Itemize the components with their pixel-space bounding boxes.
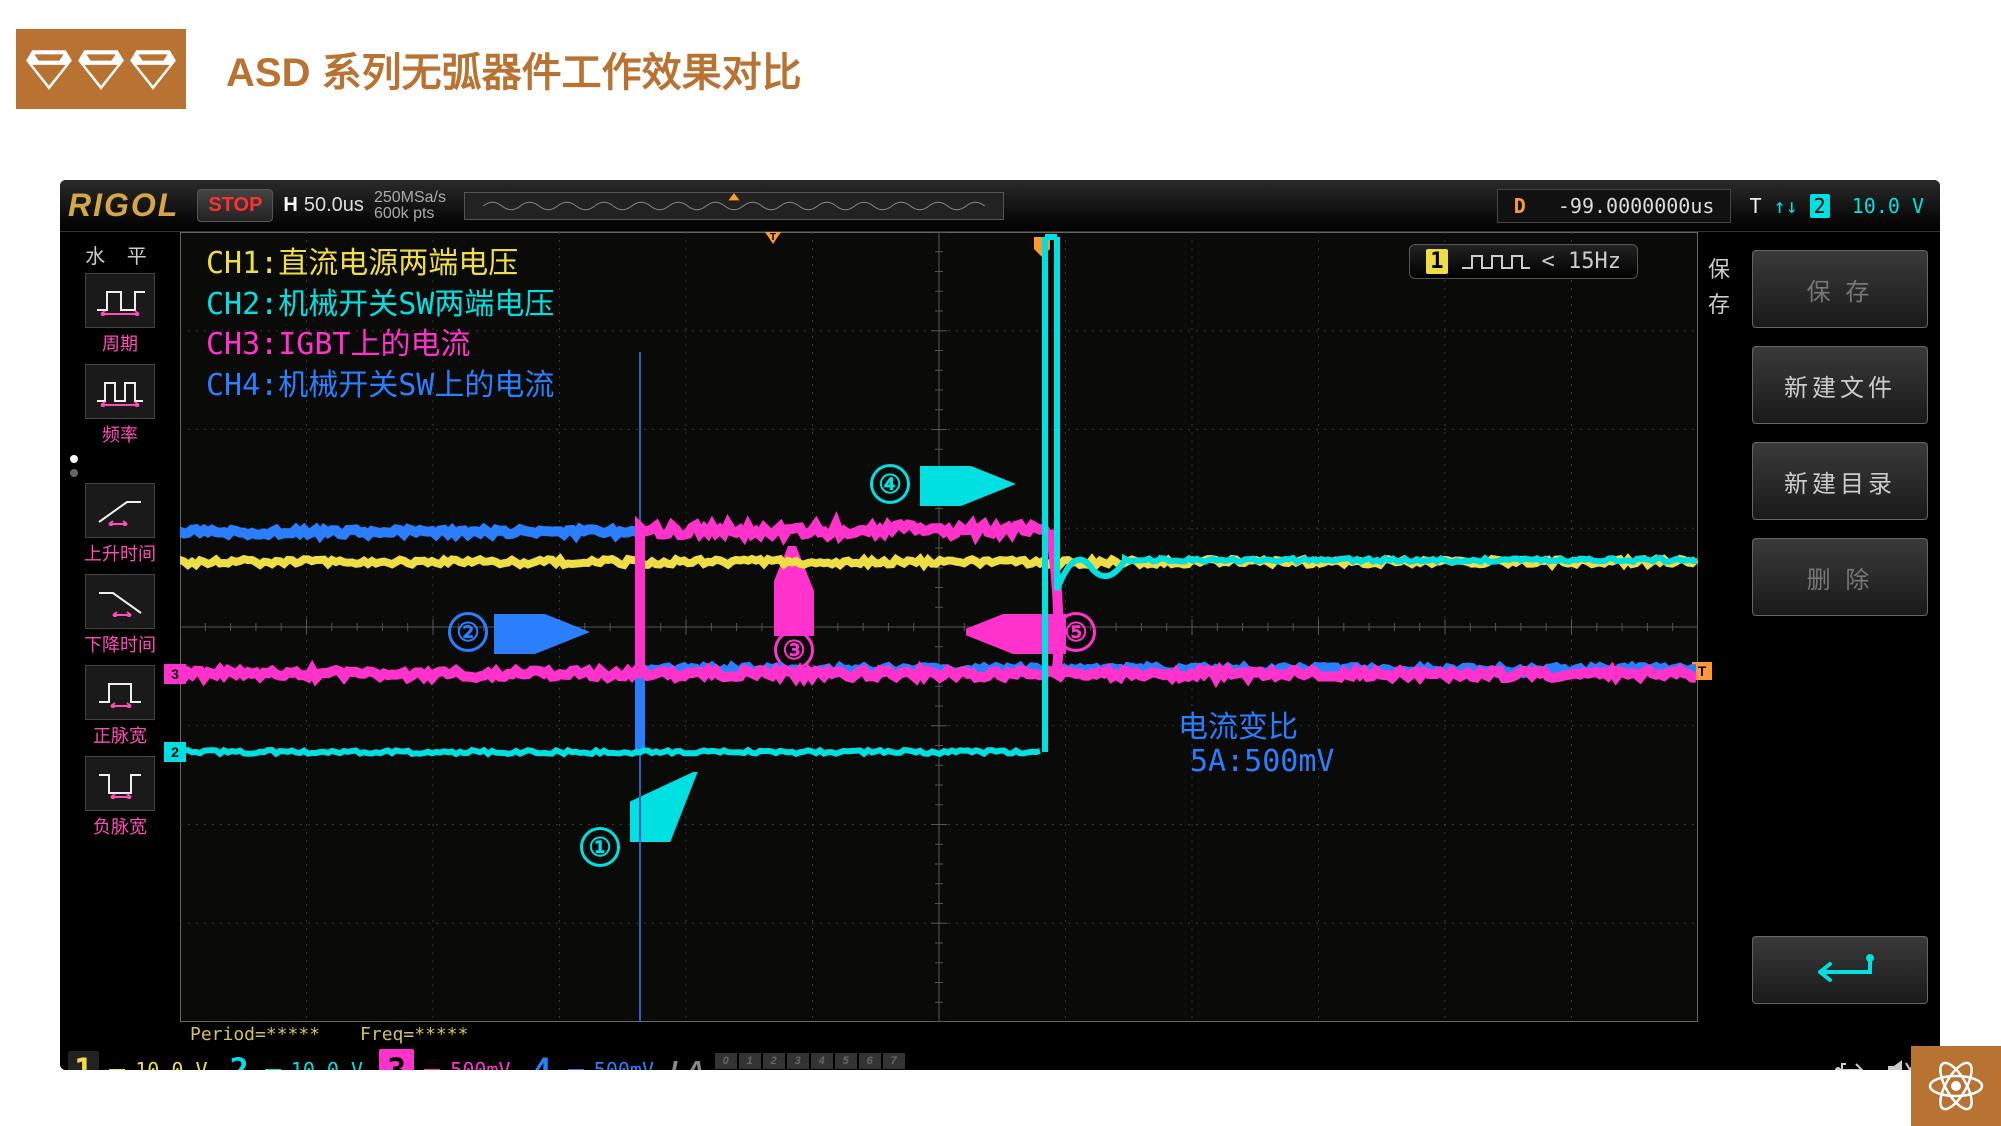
measure-side-panel: 水 平 周期 频率 上升时间 下降时间 正脉宽 [60, 232, 180, 1022]
save-tab: 保 存 [1698, 232, 1740, 1022]
channel3-indicator[interactable]: 3 500mV [379, 1049, 510, 1070]
softkey-enter[interactable] [1752, 936, 1928, 1004]
channel4-indicator[interactable]: 4 500mV [527, 1051, 654, 1070]
save-tab-char2: 存 [1698, 287, 1740, 322]
waveform-traces [180, 232, 1698, 1022]
side-panel-title: 水 平 [64, 236, 176, 273]
scope-topbar: RIGOL STOP H 50.0us 250MSa/s 600k pts D … [60, 180, 1940, 232]
scope-bottombar: 1 10.0 V 2 10.0 V 3 500mV 4 500mV LA 012… [60, 1046, 1940, 1070]
diamond-icon [128, 44, 178, 94]
measure-freq: Freq=***** [360, 1024, 468, 1045]
usb-icon [1834, 1058, 1868, 1070]
brand-label: RIGOL [68, 187, 187, 224]
softkey-newdir[interactable]: 新建目录 [1752, 442, 1928, 520]
save-tab-char1: 保 [1698, 252, 1740, 287]
page-title: ASD 系列无弧器件工作效果对比 [226, 40, 802, 98]
run-state-badge[interactable]: STOP [197, 189, 273, 222]
channel1-indicator[interactable]: 1 10.0 V [68, 1051, 208, 1070]
oscilloscope-window: RIGOL STOP H 50.0us 250MSa/s 600k pts D … [60, 180, 1940, 1070]
measure-item-risetime[interactable]: 上升时间 [64, 483, 176, 566]
measure-item-freq[interactable]: 频率 [64, 364, 176, 447]
softkey-panel: 保 存 新建文件 新建目录 删 除 [1740, 232, 1940, 1022]
delay-readout: D -99.0000000us [1497, 189, 1732, 223]
measure-item-falltime[interactable]: 下降时间 [64, 574, 176, 657]
atom-corner-icon [1911, 1046, 2001, 1126]
softkey-newfile[interactable]: 新建文件 [1752, 346, 1928, 424]
measure-item-period[interactable]: 周期 [64, 273, 176, 356]
softkey-delete[interactable]: 删 除 [1752, 538, 1928, 616]
measure-item-poswidth[interactable]: 正脉宽 [64, 665, 176, 748]
diamond-icon [76, 44, 126, 94]
logic-analyzer-indicator[interactable]: LA 01234567 89101112131415 [670, 1053, 905, 1070]
measurement-readout-line: Period=***** Freq=***** [60, 1022, 1940, 1046]
trigger-readout: T ↑↓ 2 10.0 V [1741, 194, 1932, 218]
sample-readout: 250MSa/s 600k pts [374, 190, 446, 222]
page-header: ASD 系列无弧器件工作效果对比 [0, 0, 2001, 138]
waveform-graticule[interactable]: 3 2 T T CH1:直流电源两端电压 CH2:机械开关SW两端电压 CH3:… [180, 232, 1698, 1022]
timebase-readout: H 50.0us [283, 194, 364, 217]
diamond-logo-block [16, 29, 186, 109]
diamond-icon [24, 44, 74, 94]
channel2-indicator[interactable]: 2 10.0 V [224, 1051, 364, 1070]
waveform-overview[interactable] [464, 192, 1004, 220]
measure-period: Period=***** [190, 1024, 320, 1045]
page-dots [64, 455, 176, 477]
softkey-save[interactable]: 保 存 [1752, 250, 1928, 328]
measure-item-negwidth[interactable]: 负脉宽 [64, 756, 176, 839]
